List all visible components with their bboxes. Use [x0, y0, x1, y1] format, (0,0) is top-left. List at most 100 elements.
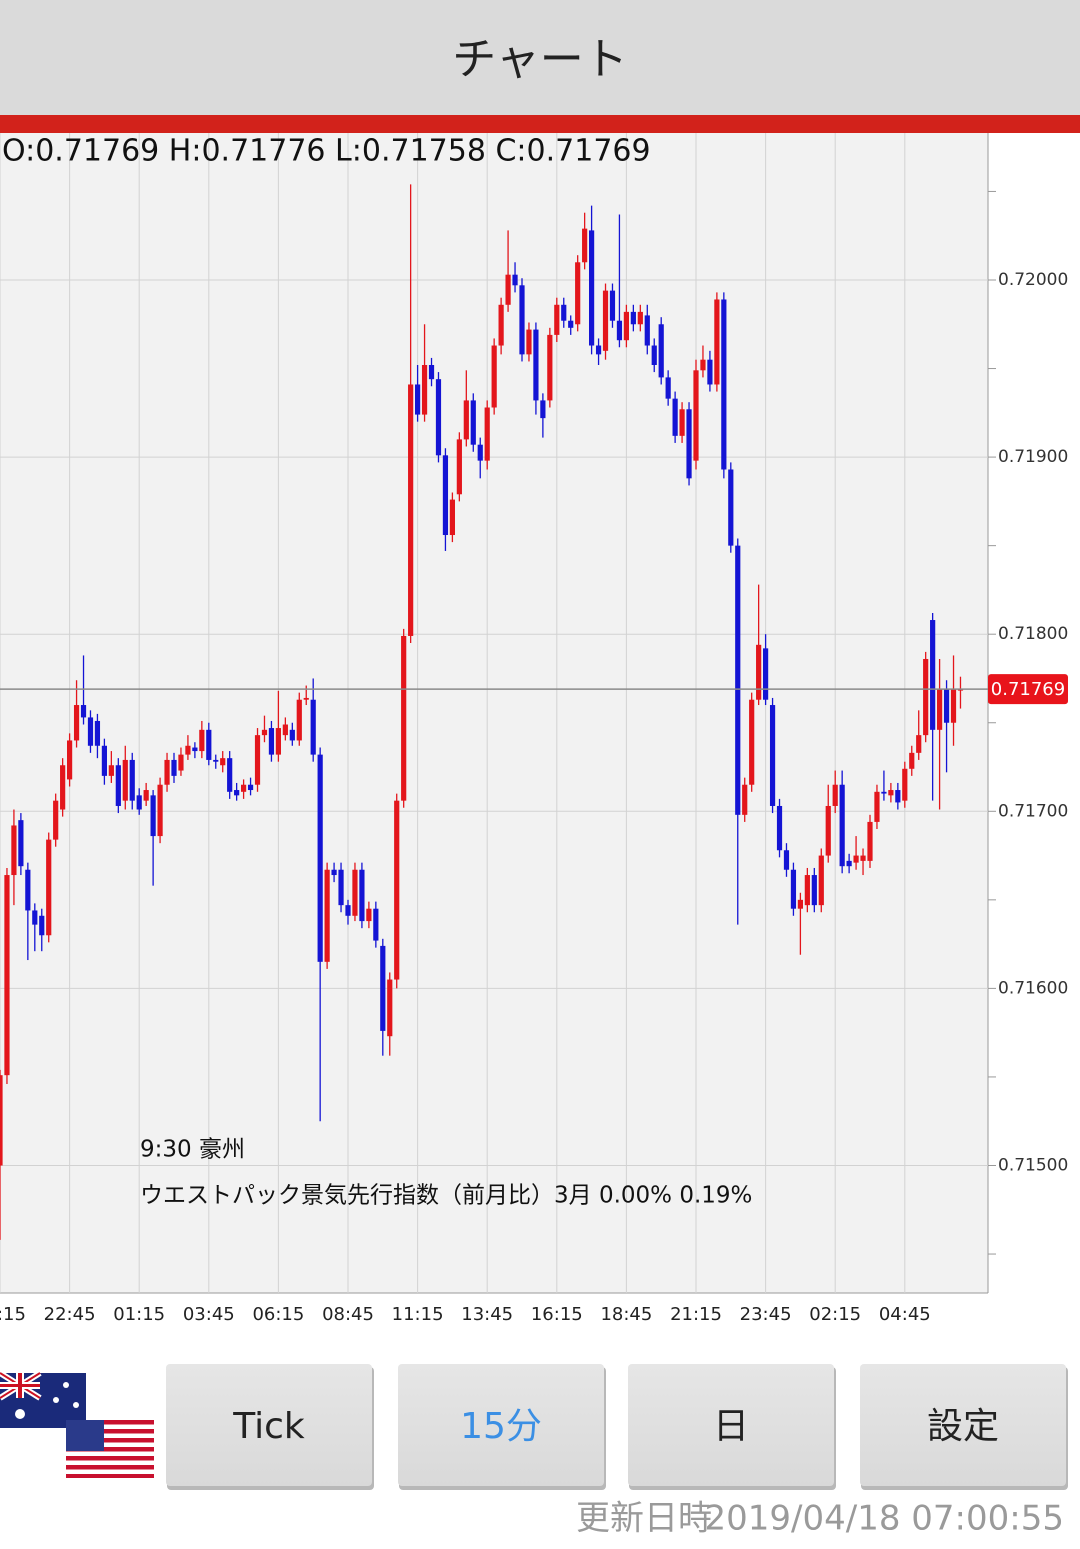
candle-body — [888, 790, 894, 796]
candle-body — [241, 784, 247, 792]
candle-body — [756, 644, 762, 700]
candle-body — [874, 791, 880, 822]
current-price-box — [988, 674, 1068, 705]
candle-body — [296, 699, 302, 741]
candle-body — [317, 754, 323, 962]
x-tick-label: 22:45 — [44, 1304, 96, 1325]
candle-body — [4, 875, 10, 1076]
candle-body — [533, 329, 539, 401]
tab-button[interactable] — [860, 1364, 1066, 1486]
candle-body — [101, 745, 107, 776]
candle-body — [763, 648, 769, 700]
candle-body — [616, 320, 623, 341]
currency-flags — [0, 1370, 154, 1478]
candle-body — [895, 790, 901, 803]
candle-body — [87, 717, 94, 746]
candle-body — [881, 791, 887, 794]
candle-body — [818, 855, 824, 906]
ohlc-header: O:0.71769 H:0.71776 L:0.71758 C:0.71769 — [2, 134, 651, 169]
candle-body — [470, 400, 476, 445]
candle-body — [686, 409, 692, 479]
candle-body — [512, 274, 518, 286]
candle-body — [456, 439, 462, 495]
candle-body — [776, 805, 783, 851]
candle-body — [860, 855, 866, 861]
candle-body — [415, 384, 421, 415]
tab-button-label[interactable]: 15分 — [460, 1406, 542, 1447]
candle-body — [0, 1075, 3, 1166]
candle-body — [950, 689, 957, 723]
candle-body — [742, 784, 748, 815]
tab-button-label[interactable]: 設定 — [927, 1406, 999, 1447]
candle-body — [80, 705, 87, 718]
candle-body — [623, 311, 629, 341]
x-tick-label: 18:45 — [600, 1304, 652, 1325]
candle-body — [206, 729, 212, 760]
candle-body — [602, 290, 609, 351]
candle-body — [18, 820, 24, 867]
candle-body — [637, 311, 643, 325]
candle-body — [790, 869, 797, 909]
x-tick-label: 03:45 — [183, 1304, 235, 1325]
candle-body — [39, 915, 45, 936]
event-text: ウエストパック景気先行指数（前月比）3月 0.00% 0.19% — [140, 1183, 752, 1209]
candle-body — [408, 384, 414, 636]
title-bar — [0, 0, 1080, 115]
candle-body — [387, 979, 393, 1037]
y-tick-label: 0.71600 — [998, 978, 1068, 998]
candles — [0, 184, 964, 1240]
candle-body — [129, 759, 135, 801]
tab-button[interactable] — [628, 1364, 834, 1486]
candle-body — [853, 855, 859, 863]
candle-body — [122, 759, 128, 801]
candle-body — [832, 784, 838, 806]
tab-button-label[interactable]: 日 — [713, 1406, 749, 1447]
candle-body — [575, 262, 581, 325]
candle-body — [157, 784, 163, 837]
candle-body — [804, 875, 810, 906]
candle-body — [282, 724, 288, 736]
candle-body — [324, 869, 330, 962]
candle-body — [867, 821, 873, 861]
updated-label: 更新日時 — [576, 1499, 712, 1539]
candle-body — [373, 908, 379, 941]
candle-body — [247, 784, 254, 791]
candle-body — [561, 304, 567, 321]
candle-body — [352, 869, 358, 916]
candle-body — [345, 905, 351, 916]
x-tick-label: 13:45 — [461, 1304, 513, 1325]
candle-body — [630, 311, 636, 325]
candle-body — [797, 899, 803, 909]
y-tick-label: 0.71800 — [998, 624, 1068, 644]
candle-body — [609, 290, 616, 321]
candle-body — [73, 705, 80, 741]
candle-body — [220, 758, 226, 766]
candle-body — [338, 869, 344, 906]
candle-body — [366, 908, 372, 922]
candle-body — [449, 499, 455, 536]
candle-body — [568, 320, 574, 328]
candle-body — [700, 359, 706, 371]
tab-button[interactable] — [398, 1364, 604, 1486]
candle-body — [178, 754, 184, 771]
tab-button[interactable] — [166, 1364, 372, 1486]
candle-body — [394, 800, 400, 980]
candle-body — [484, 407, 490, 461]
candle-body — [783, 850, 790, 870]
candle-body — [380, 945, 386, 1031]
y-tick-label: 0.72000 — [998, 270, 1068, 290]
candle-body — [331, 869, 337, 876]
candle-body — [32, 910, 38, 925]
candle-body — [435, 379, 442, 456]
x-tick-label: 02:15 — [809, 1304, 861, 1325]
updated-value: 2019/04/18 07:00:55 — [705, 1499, 1064, 1539]
candle-body — [811, 875, 817, 906]
candle-body — [547, 334, 553, 401]
y-tick-label: 0.71900 — [998, 447, 1068, 467]
candle-body — [644, 315, 650, 346]
x-tick-label: 04:45 — [879, 1304, 931, 1325]
tab-button-label[interactable]: Tick — [232, 1406, 305, 1447]
candle-body — [658, 324, 664, 378]
